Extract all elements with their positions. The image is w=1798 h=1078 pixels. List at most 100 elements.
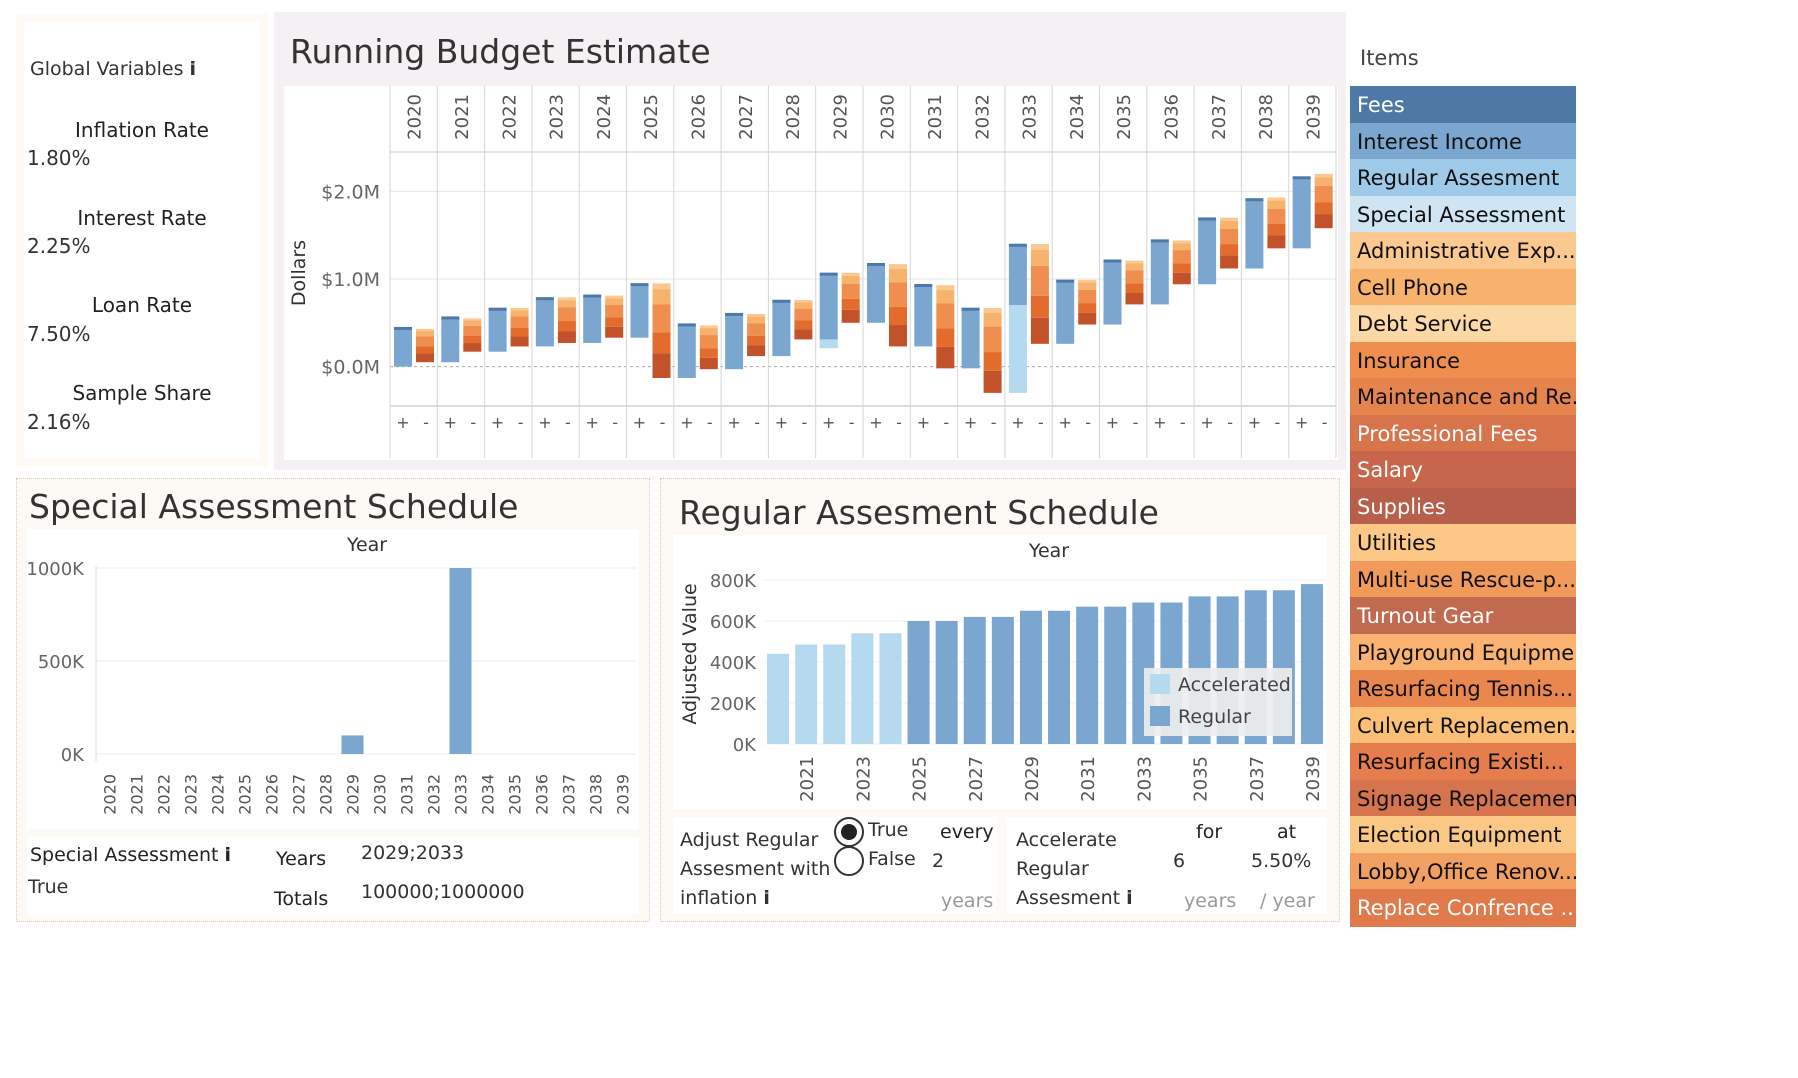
plus-label: +	[1058, 413, 1071, 432]
x-tick-label: 2039	[614, 774, 633, 815]
expense-bar-segment	[699, 348, 718, 358]
expense-bar-segment	[983, 326, 1002, 353]
expense-bar-segment	[557, 297, 576, 301]
income-fees-bar	[488, 307, 507, 311]
expense-bar-segment	[416, 330, 434, 337]
legend-item[interactable]: Supplies	[1350, 487, 1576, 526]
loan-rate-value[interactable]: 7.50%	[27, 322, 91, 346]
expense-bar-segment	[841, 298, 860, 310]
y-tick-label: 1000K	[26, 559, 85, 580]
expense-bar-segment	[1078, 312, 1097, 325]
legend-item[interactable]: Election Equipment	[1350, 816, 1576, 854]
year-header: 2022	[499, 94, 520, 140]
legend-item[interactable]: Turnout Gear	[1350, 597, 1576, 635]
income-fees-bar	[1150, 239, 1169, 243]
bar	[851, 633, 874, 744]
radio-false-label[interactable]: False	[868, 848, 916, 870]
y-tick-label: 0K	[733, 735, 757, 756]
x-tick-label: 2034	[479, 774, 498, 815]
legend-item[interactable]: Lobby,Office Renov...	[1350, 852, 1576, 891]
expense-bar-segment	[463, 320, 482, 326]
year-header: 2020	[405, 94, 426, 140]
year-header: 2037	[1209, 94, 1230, 140]
income-bar	[961, 309, 980, 369]
legend-item[interactable]: Maintenance and Re...	[1350, 378, 1576, 416]
plus-label: +	[1153, 413, 1166, 432]
info-icon[interactable]: i	[1126, 887, 1133, 909]
legend-item[interactable]: Multi-use Rescue-p...	[1350, 560, 1576, 599]
inflation-rate-value[interactable]: 1.80%	[27, 146, 91, 170]
minus-label: -	[423, 413, 429, 432]
legend-item[interactable]: Replace Confrence ...	[1350, 889, 1576, 927]
at-value[interactable]: 5.50%	[1251, 850, 1312, 872]
totals-value[interactable]: 100000;1000000	[361, 881, 525, 903]
legend-item[interactable]: Interest Income	[1350, 122, 1576, 161]
at-unit: / year	[1260, 890, 1315, 912]
global-variables-title: Global Variables i	[30, 58, 197, 80]
radio-false[interactable]	[834, 846, 864, 876]
sample-share-value[interactable]: 2.16%	[27, 410, 91, 434]
legend-swatch	[1150, 706, 1170, 726]
expense-bar-segment	[1125, 260, 1144, 264]
legend-item[interactable]: Culvert Replacemen...	[1350, 706, 1576, 745]
legend-item[interactable]: Resurfacing Existi...	[1350, 743, 1576, 781]
global-variables-panel: Global Variables i Inflation Rate 1.80% …	[16, 14, 268, 466]
expense-bar-segment	[652, 304, 671, 333]
minus-label: -	[802, 413, 808, 432]
expense-bar-segment	[416, 328, 434, 331]
years-value[interactable]: 2029;2033	[361, 842, 465, 864]
legend-item[interactable]: Signage Replacemen...	[1350, 779, 1576, 818]
expense-bar-segment	[1220, 217, 1239, 221]
plus-label: +	[680, 413, 693, 432]
legend-item[interactable]: Salary	[1350, 451, 1576, 489]
radio-true-label[interactable]: True	[868, 819, 909, 841]
income-bar	[535, 299, 554, 347]
bar	[1019, 610, 1042, 744]
x-tick-label: 2021	[797, 756, 818, 802]
plus-label: +	[396, 413, 409, 432]
every-value[interactable]: 2	[932, 850, 945, 872]
legend-item[interactable]: Debt Service	[1350, 305, 1576, 343]
info-icon[interactable]: i	[189, 58, 197, 80]
legend-item[interactable]: Insurance	[1350, 341, 1576, 380]
income-bar	[819, 274, 838, 340]
special-assessment-value[interactable]: True	[28, 876, 69, 898]
income-fees-bar	[394, 326, 412, 330]
expense-bar-segment	[936, 346, 955, 369]
legend-item[interactable]: Special Assessment	[1350, 195, 1576, 234]
expense-bar-segment	[557, 321, 576, 332]
legend-item[interactable]: Playground Equipme...	[1350, 633, 1576, 672]
for-value[interactable]: 6	[1173, 850, 1186, 872]
expense-bar-segment	[889, 325, 907, 347]
expense-bar-segment	[463, 318, 482, 321]
x-tick-label: 2028	[317, 774, 336, 815]
legend-item[interactable]: Resurfacing Tennis...	[1350, 670, 1576, 708]
plus-label: +	[964, 413, 977, 432]
interest-rate-value[interactable]: 2.25%	[27, 234, 91, 258]
income-fees-bar	[819, 272, 838, 276]
legend-item[interactable]: Utilities	[1350, 524, 1576, 562]
x-tick-label: 2039	[1303, 756, 1324, 802]
bar	[879, 633, 902, 744]
info-icon[interactable]: i	[224, 844, 232, 866]
income-bar	[1008, 245, 1027, 306]
expense-bar-segment	[983, 352, 1002, 371]
radio-true[interactable]	[834, 817, 864, 847]
info-icon[interactable]: i	[763, 887, 770, 909]
legend-item[interactable]: Administrative Exp...	[1350, 232, 1576, 270]
expense-bar-segment	[605, 298, 624, 305]
expense-bar-segment	[1220, 255, 1239, 269]
minus-label: -	[1227, 413, 1233, 432]
income-fees-bar	[1103, 259, 1122, 263]
minus-label: -	[943, 413, 949, 432]
year-header: 2028	[783, 94, 804, 140]
legend-item[interactable]: Regular Assesment	[1350, 159, 1576, 197]
minus-label: -	[1133, 413, 1139, 432]
legend-item[interactable]: Fees	[1350, 86, 1576, 124]
legend-item[interactable]: Professional Fees	[1350, 414, 1576, 453]
expense-bar-segment	[652, 353, 671, 378]
legend-item[interactable]: Cell Phone	[1350, 268, 1576, 307]
expense-bar-segment	[463, 325, 482, 336]
items-title: Items	[1360, 46, 1419, 70]
x-tick-label: 2022	[155, 774, 174, 815]
